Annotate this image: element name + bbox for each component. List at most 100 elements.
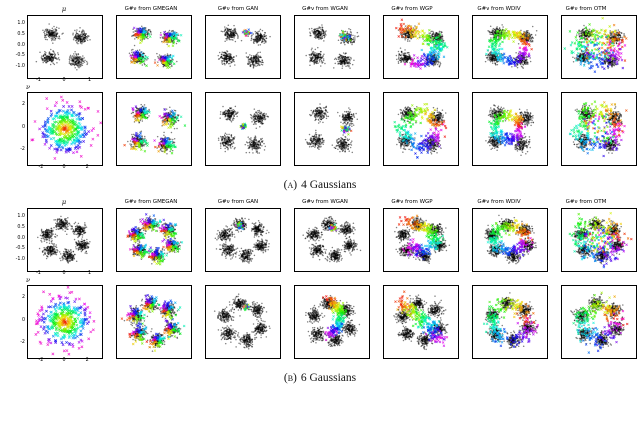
x-tick-label: 2 bbox=[85, 165, 89, 170]
subplot-a-r0-c1 bbox=[116, 15, 192, 79]
col-title-a-3: G#ν from WGAN bbox=[302, 6, 348, 12]
x-tick-label: 0 bbox=[62, 271, 66, 276]
y-tick-label: -2 bbox=[20, 147, 25, 152]
y-tick-label: 0 bbox=[21, 317, 25, 323]
x-tick-label: -1 bbox=[36, 271, 41, 276]
caption-panel-b: (b) 6 Gaussians bbox=[0, 372, 640, 384]
subplot-a-r1-c0: 2 0 -2 -2 0 2 ν bbox=[20, 84, 103, 170]
x-tick-label: 1 bbox=[87, 271, 92, 276]
plot-canvas bbox=[116, 92, 192, 166]
subplot-a-r0-c6 bbox=[561, 15, 637, 79]
col-title-b-3: G#ν from WGAN bbox=[302, 199, 348, 205]
x-tick-label: 0 bbox=[62, 78, 66, 83]
plot-canvas bbox=[27, 208, 103, 272]
col-title-b-4: G#ν from WGP bbox=[391, 199, 433, 205]
subplot-a-r0-c2 bbox=[205, 15, 281, 79]
column-titles-a: μ G#ν from GMEGAN G#ν from GAN G#ν from WGA… bbox=[27, 5, 640, 14]
panel-b-plots: μ G#ν from GMEGAN G#ν from GAN G#ν from WGA… bbox=[16, 198, 640, 363]
figure: μ G#ν from GMEGAN G#ν from GAN G#ν from WGA… bbox=[0, 5, 640, 384]
plot-row-b-1: 2 0 -2 -2 0 2 ν bbox=[20, 277, 640, 363]
plot-canvas bbox=[383, 92, 459, 166]
plot-canvas bbox=[116, 15, 192, 79]
y-tick-label: 0.0 bbox=[17, 42, 25, 48]
panel-4-gaussians: μ G#ν from GMEGAN G#ν from GAN G#ν from WGA… bbox=[16, 5, 640, 191]
plot-canvas bbox=[561, 15, 637, 79]
subplot-a-r1-c4 bbox=[383, 92, 459, 166]
caption-a-text: 4 Gaussians bbox=[301, 179, 357, 191]
subplot-b-r0-c6 bbox=[561, 208, 637, 272]
y-tick-label: -2 bbox=[20, 340, 25, 345]
plot-canvas bbox=[383, 285, 459, 359]
x-tick-label: 1 bbox=[87, 78, 92, 83]
subplot-b-r0-c2 bbox=[205, 208, 281, 272]
subplot-b-r0-c4 bbox=[383, 208, 459, 272]
y-tick-label: 1.0 bbox=[17, 21, 25, 27]
plot-canvas bbox=[472, 15, 548, 79]
x-tick-label: 0 bbox=[62, 165, 66, 170]
col-title-a-4: G#ν from WGP bbox=[391, 6, 433, 12]
y-tick-label: -1.0 bbox=[15, 63, 25, 69]
x-tick-label: 2 bbox=[85, 358, 89, 363]
subplot-a-r0-c4 bbox=[383, 15, 459, 79]
subplot-b-r1-c3 bbox=[294, 285, 370, 359]
plot-row-a-0: 1.0 0.5 0.0 -0.5 -1.0 -1 0 1 bbox=[16, 15, 640, 83]
plot-canvas bbox=[472, 285, 548, 359]
subplot-a-r0-c5 bbox=[472, 15, 548, 79]
caption-panel-a: (a) 4 Gaussians bbox=[0, 179, 640, 191]
col-title-b-0: μ bbox=[61, 198, 67, 206]
plot-canvas bbox=[205, 285, 281, 359]
x-tick-label: -1 bbox=[36, 78, 41, 83]
subplot-b-r1-c5 bbox=[472, 285, 548, 359]
col-title-b-2: G#ν from GAN bbox=[217, 199, 259, 205]
y-tick-label: -1.0 bbox=[15, 256, 25, 262]
plot-canvas bbox=[383, 208, 459, 272]
y-tick-label: -0.5 bbox=[15, 246, 25, 252]
subplot-b-r1-c6 bbox=[561, 285, 637, 359]
col-title-a-1: G#ν from GMEGAN bbox=[124, 6, 178, 12]
plot-canvas bbox=[294, 92, 370, 166]
plot-canvas bbox=[116, 285, 192, 359]
plot-canvas bbox=[116, 208, 192, 272]
panel-a-plots: μ G#ν from GMEGAN G#ν from GAN G#ν from WGA… bbox=[16, 5, 640, 170]
plot-canvas bbox=[27, 285, 103, 359]
subplot-b-r0-c1 bbox=[116, 208, 192, 272]
y-tick-label: 1.0 bbox=[17, 214, 25, 220]
plot-row-b-0: 1.0 0.5 0.0 -0.5 -1.0 -1 0 1 bbox=[16, 208, 640, 276]
plot-canvas bbox=[472, 208, 548, 272]
subplot-a-r1-c5 bbox=[472, 92, 548, 166]
subplot-a-r0-c3 bbox=[294, 15, 370, 79]
col-title-a-2: G#ν from GAN bbox=[217, 6, 259, 12]
y-tick-label: 0.5 bbox=[17, 31, 25, 37]
plot-canvas bbox=[294, 285, 370, 359]
subplot-a-r1-c6 bbox=[561, 92, 637, 166]
subplot-b-r0-c3 bbox=[294, 208, 370, 272]
plot-canvas bbox=[561, 285, 637, 359]
caption-b-text: 6 Gaussians bbox=[300, 372, 357, 384]
col-title-b-1: G#ν from GMEGAN bbox=[124, 199, 178, 205]
subplot-a-r1-c2 bbox=[205, 92, 281, 166]
y-tick-label: 2 bbox=[21, 102, 25, 107]
subplot-a-r1-c3 bbox=[294, 92, 370, 166]
col-title-b-6: G#ν from OTM bbox=[565, 199, 607, 205]
x-tick-label: 0 bbox=[62, 358, 66, 363]
subplot-a-r0-c0: 1.0 0.5 0.0 -0.5 -1.0 -1 0 1 bbox=[16, 15, 103, 83]
subplot-a-r1-c1 bbox=[116, 92, 192, 166]
plot-canvas bbox=[205, 15, 281, 79]
col-title-a-0: μ bbox=[61, 5, 67, 13]
plot-canvas bbox=[27, 15, 103, 79]
y-tick-label: 0.5 bbox=[17, 224, 25, 230]
x-tick-label: -2 bbox=[38, 358, 44, 363]
x-tick-label: -2 bbox=[38, 165, 44, 170]
plot-canvas bbox=[383, 15, 459, 79]
col-title-a-5: G#ν from WDIV bbox=[477, 6, 521, 12]
subplot-b-r1-c2 bbox=[205, 285, 281, 359]
plot-canvas bbox=[27, 92, 103, 166]
subplot-b-r0-c5 bbox=[472, 208, 548, 272]
row-label-nu: ν bbox=[26, 276, 30, 284]
subplot-b-r0-c0: 1.0 0.5 0.0 -0.5 -1.0 -1 0 1 bbox=[16, 208, 103, 276]
y-tick-label: 0 bbox=[21, 124, 25, 130]
y-tick-label: 0.0 bbox=[17, 235, 25, 241]
plot-canvas bbox=[561, 92, 637, 166]
subplot-b-r1-c0: 2 0 -2 -2 0 2 ν bbox=[20, 277, 103, 363]
